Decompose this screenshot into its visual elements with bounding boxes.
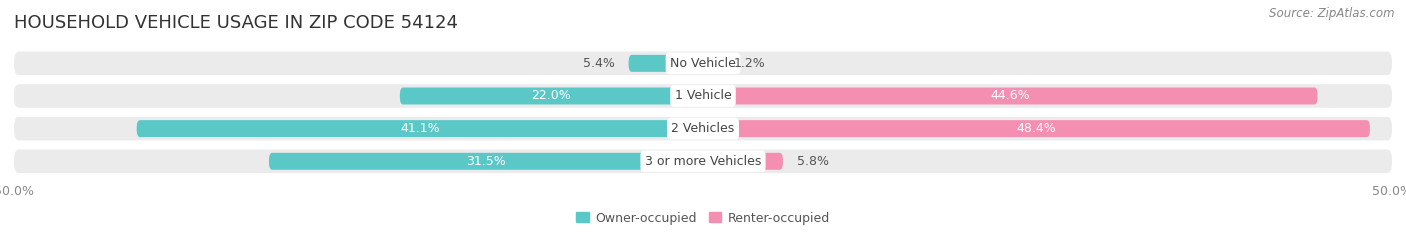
FancyBboxPatch shape [703,120,1369,137]
Text: HOUSEHOLD VEHICLE USAGE IN ZIP CODE 54124: HOUSEHOLD VEHICLE USAGE IN ZIP CODE 5412… [14,14,458,32]
FancyBboxPatch shape [14,51,1392,75]
Text: No Vehicle: No Vehicle [671,57,735,70]
FancyBboxPatch shape [269,153,703,170]
Text: 5.4%: 5.4% [583,57,614,70]
Text: 41.1%: 41.1% [401,122,440,135]
FancyBboxPatch shape [703,153,783,170]
Text: 44.6%: 44.6% [990,89,1031,102]
Text: 5.8%: 5.8% [797,155,828,168]
FancyBboxPatch shape [628,55,703,72]
Text: Source: ZipAtlas.com: Source: ZipAtlas.com [1270,7,1395,20]
Text: 48.4%: 48.4% [1017,122,1056,135]
FancyBboxPatch shape [703,88,1317,105]
FancyBboxPatch shape [703,55,720,72]
FancyBboxPatch shape [136,120,703,137]
Legend: Owner-occupied, Renter-occupied: Owner-occupied, Renter-occupied [571,207,835,230]
Text: 3 or more Vehicles: 3 or more Vehicles [645,155,761,168]
Bar [692,88,714,105]
Text: 22.0%: 22.0% [531,89,571,102]
Bar [692,55,714,72]
Text: 1.2%: 1.2% [734,57,765,70]
Bar [692,120,714,137]
Text: 1 Vehicle: 1 Vehicle [675,89,731,102]
FancyBboxPatch shape [14,84,1392,108]
FancyBboxPatch shape [14,150,1392,173]
Bar [692,153,714,170]
Text: 2 Vehicles: 2 Vehicles [672,122,734,135]
FancyBboxPatch shape [14,117,1392,140]
FancyBboxPatch shape [399,88,703,105]
Text: 31.5%: 31.5% [467,155,506,168]
